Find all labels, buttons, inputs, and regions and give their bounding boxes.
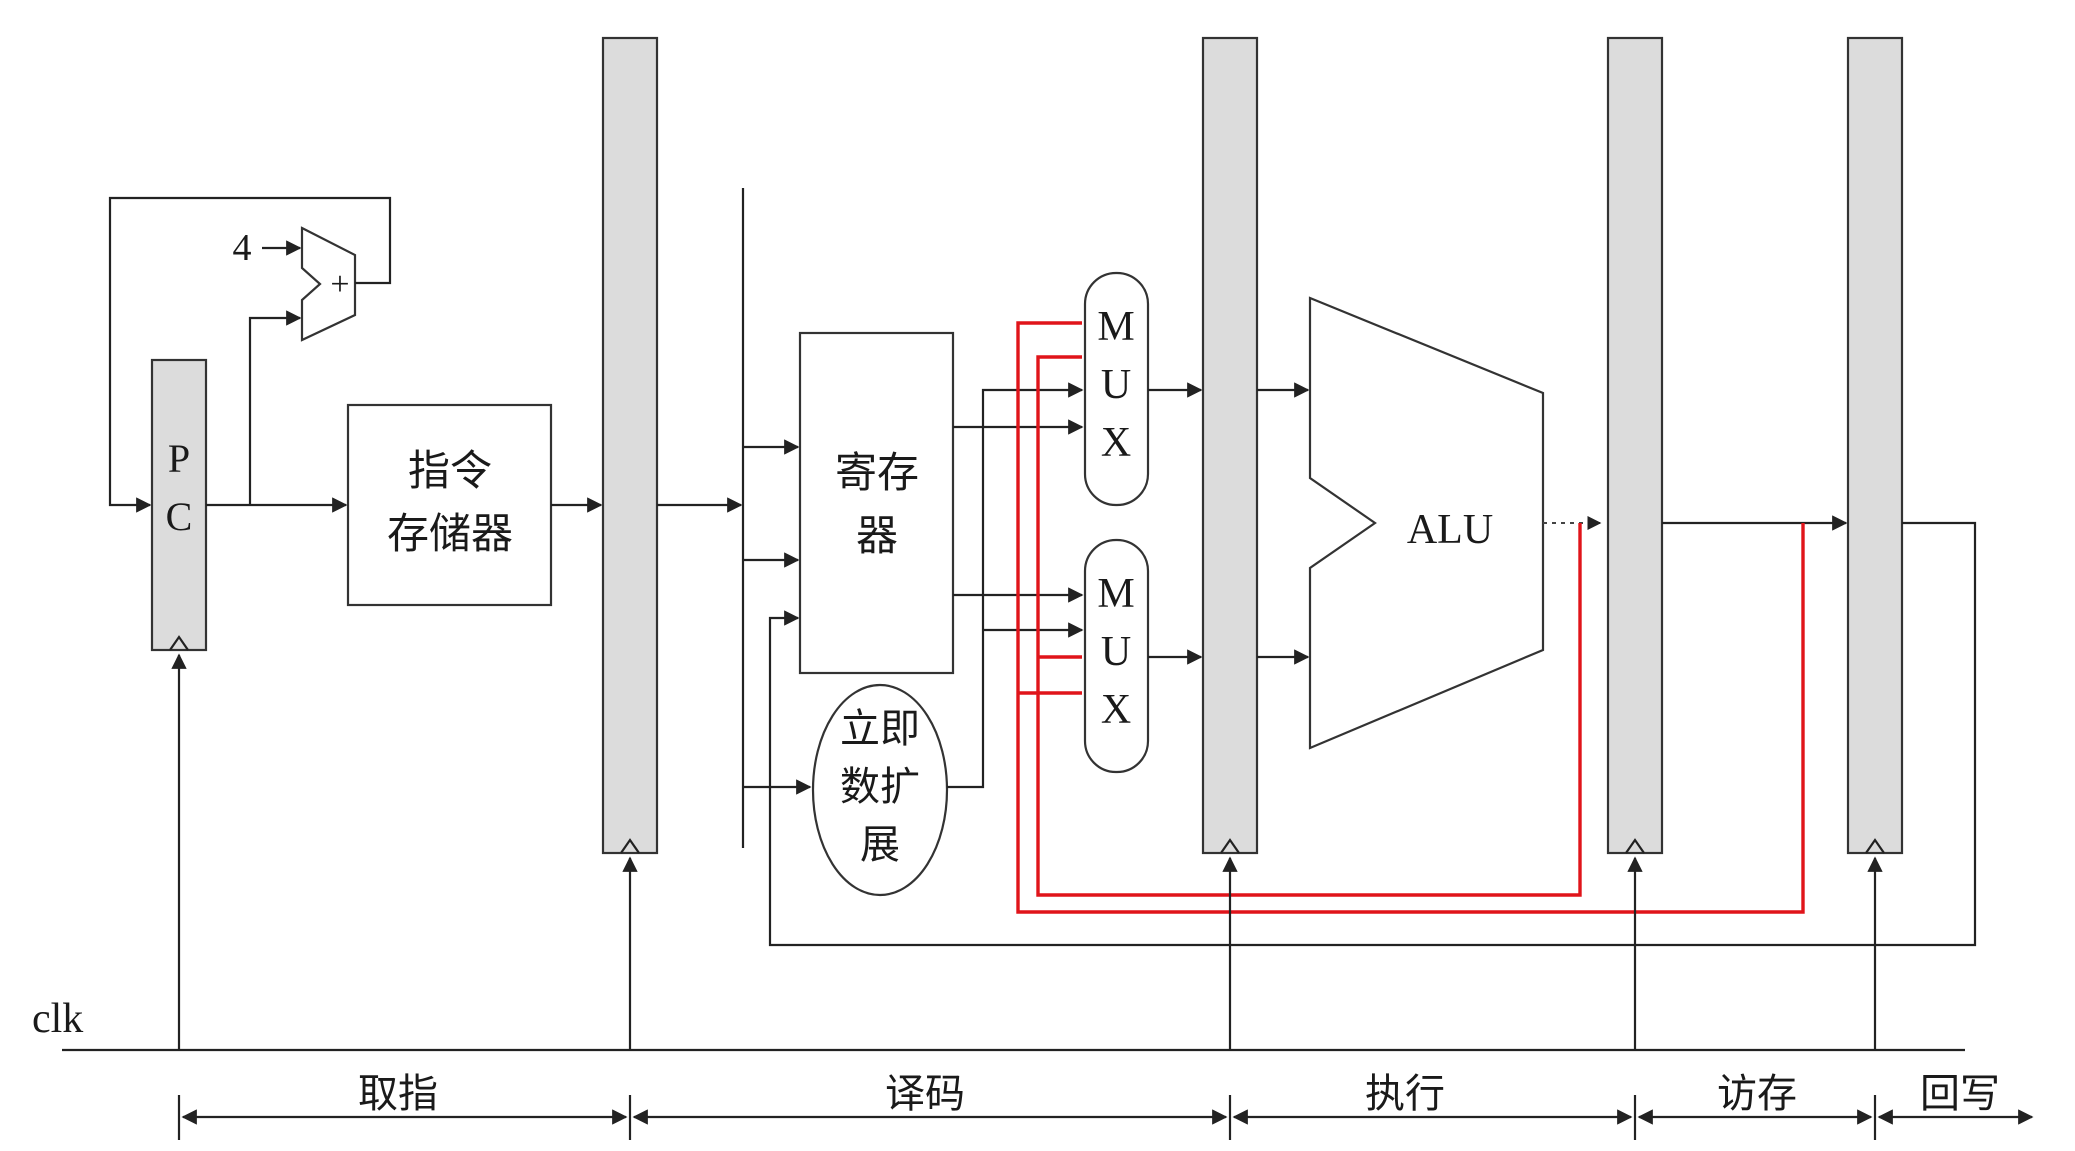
instr-mem-label-2: 存储器 xyxy=(387,509,513,558)
mem-wb-register xyxy=(1846,36,1904,855)
alu xyxy=(1308,296,1545,750)
clk-label: clk xyxy=(32,996,83,1042)
immediate-extend xyxy=(811,683,949,897)
writeback-wire xyxy=(768,521,1977,947)
imm-ext-label-2: 数扩 xyxy=(840,764,920,810)
pipeline-registers xyxy=(150,36,1904,855)
stage-label-writeback: 回写 xyxy=(1920,1071,2000,1117)
mux-bottom-x: X xyxy=(1101,687,1131,733)
id-ex-register xyxy=(1201,36,1259,855)
stage-label-fetch: 取指 xyxy=(358,1071,438,1117)
stage-label-decode: 译码 xyxy=(885,1071,965,1117)
stage-label-memory: 访存 xyxy=(1717,1071,1797,1117)
if-id-clock-notch xyxy=(620,838,640,854)
pc-to-adder-wire xyxy=(248,310,302,505)
mux-bottom-u: U xyxy=(1101,629,1131,675)
mux-bottom-m: M xyxy=(1097,571,1134,617)
mux-top-u: U xyxy=(1101,362,1131,408)
id-ex-clock-notch xyxy=(1220,838,1240,854)
if-id-register xyxy=(601,36,659,855)
pc-label-p: P xyxy=(168,436,190,481)
pc-clock-notch xyxy=(169,635,189,651)
imm-to-mux-top xyxy=(947,382,1084,789)
pc-register xyxy=(150,358,208,652)
forwarding-paths xyxy=(1016,321,1805,914)
adder-shape xyxy=(300,226,357,342)
mem-wb-clock-notch xyxy=(1865,838,1885,854)
adder-const-label: 4 xyxy=(233,227,252,269)
instr-mem-label-1: 指令 xyxy=(408,446,492,495)
alu-label: ALU xyxy=(1407,507,1493,553)
imm-ext-label-3: 展 xyxy=(860,822,900,868)
mux-top-x: X xyxy=(1101,420,1131,466)
imm-ext-label-1: 立即 xyxy=(840,706,920,752)
regfile-label-2: 器 xyxy=(856,511,898,560)
stage-label-execute: 执行 xyxy=(1365,1071,1445,1117)
mux-top-m: M xyxy=(1097,304,1134,350)
ex-mem-clock-notch xyxy=(1625,838,1645,854)
ex-mem-register xyxy=(1606,36,1664,855)
clock-lines: clk xyxy=(32,653,1965,1052)
stage-ruler: 取指 译码 执行 访存 回写 xyxy=(177,1071,2034,1140)
adder-plus-label: + xyxy=(330,266,349,303)
ex-forward-top xyxy=(1036,355,1582,897)
register-file xyxy=(798,331,955,675)
adder-feedback-wire xyxy=(108,196,392,513)
instruction-memory xyxy=(346,403,553,607)
pc-adder: + 4 xyxy=(108,196,392,513)
pc-label-c: C xyxy=(166,494,193,539)
mem-forward-top xyxy=(1016,321,1805,914)
regfile-label-1: 寄存 xyxy=(835,448,919,497)
